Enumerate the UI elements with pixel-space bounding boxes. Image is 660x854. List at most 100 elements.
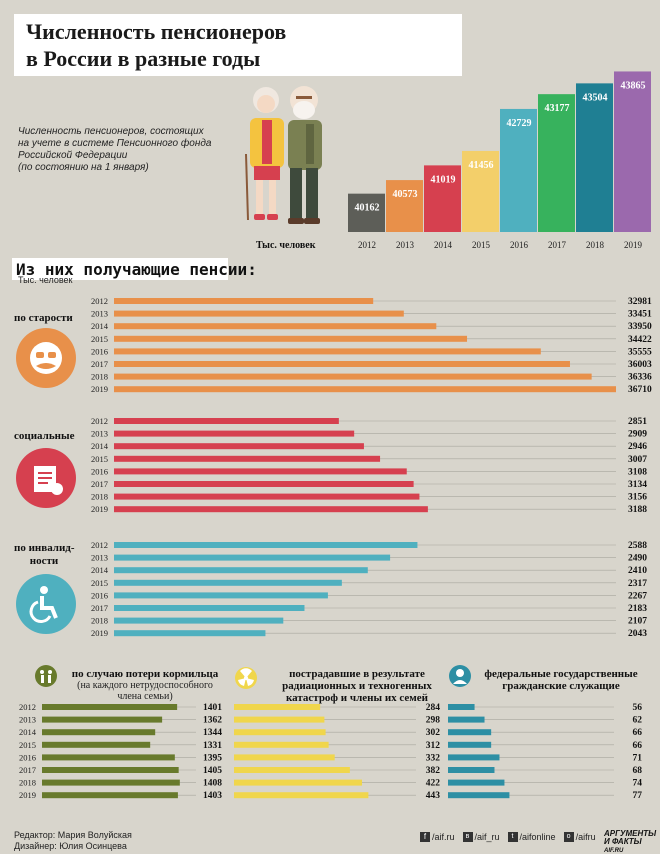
row-year-2014: 2014 xyxy=(91,565,109,575)
bar-value-2019: 77 xyxy=(633,791,643,801)
bar-2012 xyxy=(348,193,385,232)
bar-2015 xyxy=(234,741,329,748)
bar-2014 xyxy=(114,323,437,330)
bar-value-2012: 2588 xyxy=(628,541,647,551)
bar-2014 xyxy=(42,729,156,736)
bar-2014 xyxy=(234,729,326,736)
row-year-2019: 2019 xyxy=(19,790,36,800)
year-label-2018: 2018 xyxy=(586,240,605,250)
bar-value-2015: 1331 xyxy=(203,741,222,751)
radiation-icon xyxy=(235,667,257,689)
bar-value-2016: 42729 xyxy=(507,118,532,129)
bar-value-2016: 3108 xyxy=(628,467,647,477)
bar-value-2016: 1395 xyxy=(203,753,222,763)
year-label-2016: 2016 xyxy=(510,240,529,250)
bar-2016 xyxy=(500,108,537,232)
bar-value-2012: 40162 xyxy=(355,203,380,214)
social-links: f/aif.ru в/aif_ru t/aifonline o/aifru xyxy=(420,832,596,842)
bar-2016 xyxy=(234,754,335,761)
year-label-2012: 2012 xyxy=(358,240,376,250)
family-icon xyxy=(35,665,57,687)
bar-value-2017: 2183 xyxy=(628,604,647,614)
bar-2015 xyxy=(114,579,342,586)
brand-logo: АРГУМЕНТЫ И ФАКТЫ AIF.RU xyxy=(604,829,657,854)
vk-link[interactable]: в/aif_ru xyxy=(462,832,500,842)
bar-value-2015: 312 xyxy=(426,741,441,751)
bar-value-2017: 36003 xyxy=(628,360,652,370)
row-year-2013: 2013 xyxy=(19,715,36,725)
row-year-2019: 2019 xyxy=(91,628,108,638)
bar-value-2014: 302 xyxy=(426,728,441,738)
bar-2012 xyxy=(114,542,418,548)
bar-2018 xyxy=(448,779,505,786)
bar-value-2018: 74 xyxy=(633,779,643,789)
bar-value-2015: 41456 xyxy=(469,160,494,171)
bar-2013 xyxy=(386,180,423,232)
bar-value-2019: 36710 xyxy=(628,385,652,395)
social-chart: 2012 2851 2013 2909 2014 2946 2015 3007 2016 3108… xyxy=(91,416,647,515)
row-year-2013: 2013 xyxy=(91,309,108,319)
row-year-2012: 2012 xyxy=(19,702,36,712)
row-year-2018: 2018 xyxy=(91,492,108,502)
bar-2015 xyxy=(114,455,381,462)
row-year-2015: 2015 xyxy=(91,454,108,464)
bar-2017 xyxy=(114,605,305,611)
bar-value-2014: 41019 xyxy=(431,174,456,185)
bar-value-2019: 43865 xyxy=(621,80,646,91)
bar-2019 xyxy=(114,630,266,637)
row-year-2016: 2016 xyxy=(91,346,108,356)
bar-value-2013: 2909 xyxy=(628,430,647,440)
bar-value-2013: 62 xyxy=(633,716,643,726)
facebook-link[interactable]: f/aif.ru xyxy=(420,832,455,842)
social-label: социальные xyxy=(14,430,75,442)
bar-2019 xyxy=(114,386,616,393)
row-year-2019: 2019 xyxy=(91,384,108,394)
bar-2018 xyxy=(576,83,613,232)
bar-2018 xyxy=(114,493,420,500)
bar-value-2014: 66 xyxy=(633,728,643,738)
row-year-2016: 2016 xyxy=(19,752,36,762)
breadwinner-chart: 2012 1401 2013 1362 2014 1344 2015 1331 2016 1395… xyxy=(19,702,222,801)
bar-2012 xyxy=(42,704,178,710)
bar-value-2016: 35555 xyxy=(628,347,652,357)
year-label-2019: 2019 xyxy=(624,240,643,250)
subtitle-box xyxy=(12,258,228,280)
radiation-chart: 284 298 302 312 332 382 422 443 xyxy=(234,703,441,801)
note-text: Численность пенсионеров, состоящих на уч… xyxy=(18,126,212,173)
year-label-2017: 2017 xyxy=(548,240,567,250)
year-label-2013: 2013 xyxy=(396,240,415,250)
year-label-2014: 2014 xyxy=(434,240,453,250)
row-year-2012: 2012 xyxy=(91,416,108,426)
bar-value-2018: 3156 xyxy=(628,493,647,503)
bar-value-2018: 2107 xyxy=(628,617,647,627)
bar-2016 xyxy=(448,754,500,761)
bar-value-2014: 33950 xyxy=(628,322,652,332)
bar-value-2014: 2410 xyxy=(628,566,647,576)
bar-2012 xyxy=(114,298,374,304)
bar-2018 xyxy=(42,779,180,786)
old-age-label: по старости xyxy=(14,312,73,324)
bar-2017 xyxy=(114,481,414,487)
bar-value-2019: 2043 xyxy=(628,629,647,639)
bar-2015 xyxy=(448,741,492,748)
bar-2019 xyxy=(114,506,428,513)
bar-value-2017: 3134 xyxy=(628,480,647,490)
bar-value-2015: 3007 xyxy=(628,455,647,465)
bar-2015 xyxy=(462,150,499,232)
bar-2016 xyxy=(42,754,175,761)
bar-value-2017: 1405 xyxy=(203,766,222,776)
row-year-2013: 2013 xyxy=(91,553,108,563)
bar-value-2012: 1401 xyxy=(203,703,222,713)
bar-value-2013: 33451 xyxy=(628,310,652,320)
bar-value-2019: 1403 xyxy=(203,791,222,801)
row-year-2012: 2012 xyxy=(91,296,108,306)
bar-2017 xyxy=(538,94,575,232)
bar-2019 xyxy=(42,792,178,799)
bar-2013 xyxy=(114,554,391,561)
ok-link[interactable]: o/aifru xyxy=(563,832,596,842)
row-year-2017: 2017 xyxy=(91,359,108,369)
twitter-link[interactable]: t/aifonline xyxy=(507,832,556,842)
bar-value-2018: 43504 xyxy=(583,92,608,103)
bar-2012 xyxy=(448,704,475,710)
